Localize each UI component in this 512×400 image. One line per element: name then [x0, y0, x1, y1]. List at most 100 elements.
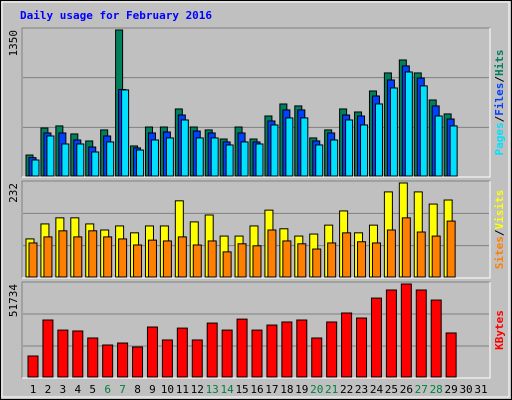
bar: [385, 289, 397, 378]
bar: [389, 87, 398, 177]
bar: [252, 245, 262, 278]
bar: [267, 229, 277, 278]
bar: [225, 144, 234, 177]
x-tick-label: 23: [355, 383, 368, 396]
bar: [300, 117, 309, 177]
bar: [76, 143, 85, 177]
bar: [147, 239, 157, 278]
bar: [445, 332, 457, 378]
legend-separator: /: [493, 115, 506, 122]
x-tick-label: 27: [415, 383, 428, 396]
bar: [180, 119, 189, 177]
x-tick-label: 5: [89, 383, 96, 396]
bar: [146, 326, 158, 378]
x-tick-label: 2: [45, 383, 52, 396]
bar: [121, 89, 130, 177]
bar: [446, 220, 456, 278]
bar: [356, 317, 368, 378]
x-tick-label: 28: [430, 383, 443, 396]
bar: [330, 139, 339, 177]
legend-entry: Files: [493, 83, 506, 116]
x-tick-label: 25: [385, 383, 398, 396]
bar: [61, 143, 70, 177]
bar: [73, 236, 83, 278]
bar: [237, 243, 247, 278]
bar: [136, 149, 145, 177]
bar: [255, 143, 264, 177]
bar: [370, 297, 382, 378]
x-tick-label: 24: [370, 383, 384, 396]
x-tick-label: 10: [161, 383, 174, 396]
x-tick-label: 18: [280, 383, 293, 396]
bar: [210, 137, 219, 177]
bar: [43, 236, 53, 278]
bar: [251, 329, 263, 378]
bar: [434, 115, 443, 177]
bar: [345, 119, 354, 177]
bar: [270, 124, 279, 177]
bar: [296, 319, 308, 378]
bar: [221, 329, 233, 378]
bar: [431, 235, 441, 278]
x-tick-label: 11: [176, 383, 189, 396]
bar: [315, 144, 324, 177]
bar: [103, 236, 113, 278]
bar: [46, 135, 55, 177]
bar: [88, 230, 98, 278]
bar: [236, 318, 248, 378]
bar: [27, 355, 39, 378]
legend-entry: Sites: [493, 236, 506, 269]
bar: [416, 231, 426, 278]
bar: [192, 244, 202, 278]
x-tick-label: 3: [60, 383, 67, 396]
bar: [371, 242, 381, 278]
x-tick-label: 31: [474, 383, 487, 396]
x-tick-label: 30: [459, 383, 472, 396]
bar: [312, 248, 322, 278]
x-tick-label: 29: [445, 383, 458, 396]
bar: [165, 137, 174, 177]
legend-separator: /: [493, 76, 506, 83]
bar: [297, 243, 307, 278]
chart-title: Daily usage for February 2016: [20, 9, 212, 22]
x-tick-label: 14: [221, 383, 235, 396]
bar: [177, 236, 187, 278]
x-tick-label: 21: [325, 383, 338, 396]
x-tick-label: 15: [235, 383, 248, 396]
panel-bevel: [22, 28, 491, 178]
bar: [360, 124, 369, 177]
bar: [72, 330, 84, 378]
bar: [28, 242, 38, 278]
bar: [31, 159, 40, 177]
bar: [342, 232, 352, 278]
x-tick-label: 22: [340, 383, 353, 396]
bar: [311, 337, 323, 378]
x-tick-label: 16: [250, 383, 263, 396]
bar: [150, 139, 159, 177]
legend: KBytes: [493, 310, 506, 350]
bar: [206, 322, 218, 378]
bar: [326, 321, 338, 378]
x-tick-label: 8: [134, 383, 141, 396]
bar: [106, 141, 115, 177]
x-tick-label: 20: [310, 383, 323, 396]
panel-bevel: [22, 181, 491, 279]
bar: [161, 339, 173, 378]
legend-entry: Hits: [493, 50, 506, 77]
bar: [341, 312, 353, 378]
bar: [162, 240, 172, 278]
bar: [87, 337, 99, 378]
bar: [266, 324, 278, 378]
x-tick-label: 19: [295, 383, 308, 396]
bar: [327, 242, 337, 278]
legend-entry: Visits: [493, 190, 506, 230]
bar: [132, 346, 144, 378]
legend: Sites/Visits: [493, 190, 506, 270]
bar: [91, 151, 100, 177]
y-tick-label: 232: [7, 183, 20, 203]
bar: [282, 240, 292, 278]
x-tick-label: 6: [104, 383, 111, 396]
bar: [449, 125, 458, 177]
